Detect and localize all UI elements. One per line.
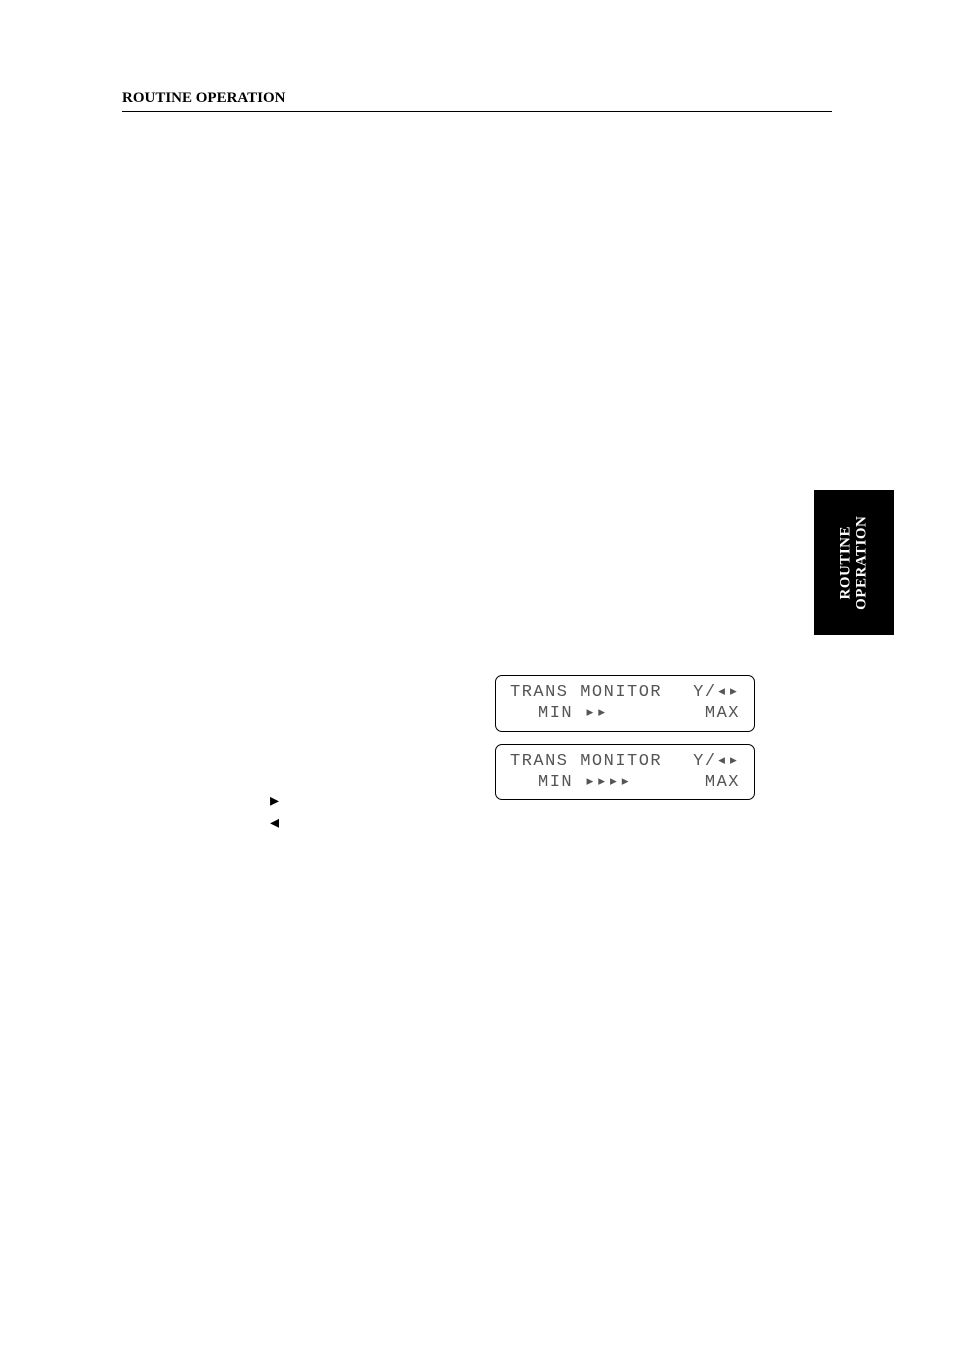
left-arrow-icon: ◂ [270,812,279,834]
lcd2-line1: TRANS MONITOR Y/◂▸ [510,751,740,772]
lcd2-line2: MIN ▸▸▸▸ MAX [510,772,740,793]
lcd2-l1-left: TRANS MONITOR [510,751,662,772]
lcd1-l1-left: TRANS MONITOR [510,682,662,703]
header-rule [122,111,832,112]
side-tab: ROUTINE OPERATION [814,490,894,635]
lcd-display-group: TRANS MONITOR Y/◂▸ MIN ▸▸ MAX TRANS MONI… [495,675,755,812]
right-arrow-icon: ▸ [270,790,279,812]
lcd2-l1-right: Y/◂▸ [693,751,740,772]
lcd2-l2-left: MIN ▸▸▸▸ [538,772,632,793]
lcd1-l2-left: MIN ▸▸ [538,703,608,724]
lcd1-l1-right: Y/◂▸ [693,682,740,703]
lcd-display-1: TRANS MONITOR Y/◂▸ MIN ▸▸ MAX [495,675,755,732]
arrow-indicators: ▸ ◂ [270,790,279,834]
lcd1-line1: TRANS MONITOR Y/◂▸ [510,682,740,703]
lcd2-l2-right: MAX [705,772,740,793]
lcd1-line2: MIN ▸▸ MAX [510,703,740,724]
header-title: ROUTINE OPERATION [122,90,832,111]
page-header: ROUTINE OPERATION [122,90,832,112]
side-tab-label: ROUTINE OPERATION [838,515,870,609]
lcd1-l2-right: MAX [705,703,740,724]
lcd-display-2: TRANS MONITOR Y/◂▸ MIN ▸▸▸▸ MAX [495,744,755,801]
